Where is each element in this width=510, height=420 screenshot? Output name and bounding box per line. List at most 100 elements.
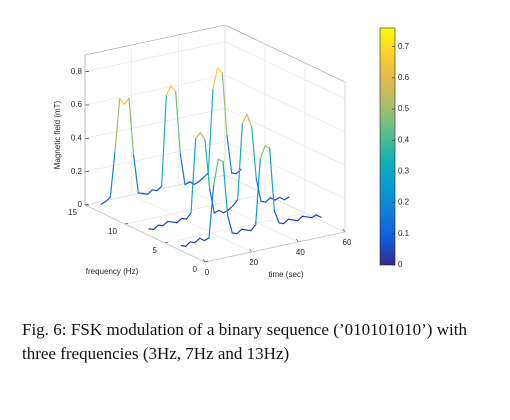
data-line-segment <box>269 197 276 201</box>
tick-mark <box>204 260 209 263</box>
tick-mark <box>342 228 346 233</box>
tick-mark <box>124 222 129 225</box>
data-line-segment <box>137 192 144 195</box>
data-line-segment <box>222 161 229 217</box>
z-tick-label: 0.6 <box>71 100 83 109</box>
data-line-segment <box>190 138 197 214</box>
data-line-segment <box>217 66 223 74</box>
x-tick-label: 20 <box>249 258 258 267</box>
data-line-segment <box>250 224 257 232</box>
y-tick-label: 0 <box>193 265 198 274</box>
data-line-segment <box>189 241 196 244</box>
data-line-segment <box>175 90 181 155</box>
grid-line <box>124 193 266 225</box>
data-line-segment <box>236 228 243 235</box>
grid-line <box>224 41 346 99</box>
data-line-segment <box>245 229 252 232</box>
y-tick-label: 5 <box>153 246 158 255</box>
data-line-segment <box>198 176 205 183</box>
data-line-segment <box>226 135 233 174</box>
data-line-segment <box>189 181 195 185</box>
data-line-segment <box>142 193 149 195</box>
z-tick-label: 0.2 <box>71 167 83 176</box>
colorbar <box>379 27 396 266</box>
data-line-segment <box>128 97 135 157</box>
data-line-segment <box>208 184 215 239</box>
data-line-segment <box>153 224 159 230</box>
data-line-segment <box>301 215 308 218</box>
data-line-segment <box>207 87 214 174</box>
data-line-segment <box>213 209 220 214</box>
data-line-segment <box>179 153 186 186</box>
data-line-segment <box>246 113 253 128</box>
data-line-segment <box>185 241 191 247</box>
grid-line <box>84 141 226 172</box>
data-line-segment <box>193 181 200 185</box>
colorbar-tick-label: 0.3 <box>398 167 410 176</box>
colorbar-tick-label: 0 <box>398 260 403 269</box>
data-line-segment <box>147 189 153 195</box>
data-line-segment <box>184 181 191 186</box>
data-line-segment <box>235 168 242 175</box>
grid-line <box>164 212 306 244</box>
x-tick-label: 40 <box>296 248 305 257</box>
tick-mark <box>164 241 169 244</box>
data-line-segment <box>241 113 248 125</box>
data-line-segment <box>194 237 201 244</box>
data-line-segment <box>199 132 206 141</box>
data-line-segment <box>231 172 237 175</box>
data-line-segment <box>306 216 313 219</box>
data-line-segment <box>114 97 121 152</box>
z-tick-label: 0 <box>78 200 83 209</box>
data-line-segment <box>265 197 271 203</box>
data-line-segment <box>231 232 238 235</box>
colorbar-tick-label: 0.7 <box>398 42 410 51</box>
data-line-segment <box>259 145 266 160</box>
tick-mark <box>296 238 299 243</box>
data-line-segment <box>167 220 173 223</box>
tick-mark <box>84 203 89 206</box>
y-axis-label: frequency (Hz) <box>86 267 139 276</box>
data-line-segment <box>297 215 303 222</box>
data-line-segment <box>181 217 187 220</box>
data-line-segment <box>315 214 322 218</box>
data-line-segment <box>279 196 285 201</box>
grid-line <box>84 74 226 106</box>
data-line-segment <box>161 94 167 187</box>
grid-line <box>84 41 226 72</box>
data-line-segment <box>123 97 130 105</box>
data-line-segment <box>227 205 234 211</box>
data-line-segment <box>221 72 228 137</box>
data-line-segment <box>241 228 247 231</box>
data-line-segment <box>195 132 201 140</box>
z-axis-label: Magnetic field (mT) <box>53 100 62 169</box>
data-line-segment <box>105 196 111 203</box>
data-line-segment <box>311 214 317 219</box>
grid-line <box>84 204 206 263</box>
data-line-segment <box>292 219 299 222</box>
x-tick-label: 0 <box>205 268 210 277</box>
z-tick-label: 0.8 <box>71 67 83 76</box>
caption: Fig. 6: FSK modulation of a binary seque… <box>22 320 467 363</box>
grid-line <box>224 74 346 133</box>
data-line-segment <box>212 66 219 90</box>
data-line-segment <box>232 199 239 207</box>
y-tick-label: 10 <box>108 227 117 236</box>
data-line-segment <box>203 237 210 242</box>
box-line <box>224 24 346 83</box>
data-line-segment <box>171 221 178 224</box>
chart: 0 0.2 0.4 0.6 0.8 0 20 40 60 0 5 10 15 Magnetic fiel… <box>53 24 410 279</box>
data-line-segment <box>185 212 192 220</box>
grid-line <box>131 194 252 253</box>
x-axis-label: time (sec) <box>268 270 303 279</box>
data-line-segment <box>237 123 243 201</box>
data-line-segment <box>274 196 281 201</box>
data-line-segment <box>176 217 183 224</box>
data-line-segment <box>255 158 261 226</box>
data-line-segment <box>157 224 164 227</box>
y-tick-label: 15 <box>68 208 77 217</box>
box-line <box>84 24 226 56</box>
tick-mark <box>202 258 206 263</box>
data-line-segment <box>269 147 275 212</box>
